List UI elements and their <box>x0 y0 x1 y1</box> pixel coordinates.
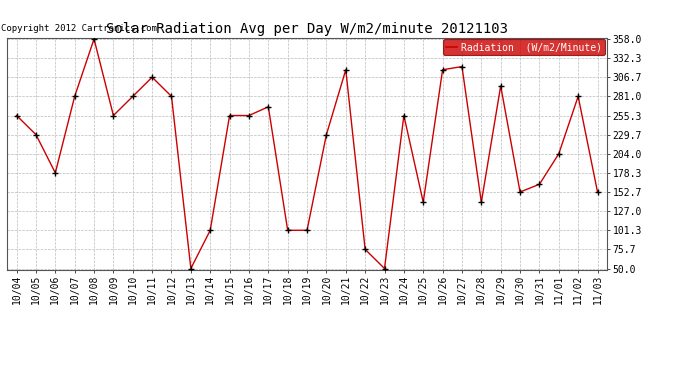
Legend: Radiation  (W/m2/Minute): Radiation (W/m2/Minute) <box>443 39 605 55</box>
Title: Solar Radiation Avg per Day W/m2/minute 20121103: Solar Radiation Avg per Day W/m2/minute … <box>106 22 508 36</box>
Text: Copyright 2012 Cartronics.com: Copyright 2012 Cartronics.com <box>1 24 157 33</box>
